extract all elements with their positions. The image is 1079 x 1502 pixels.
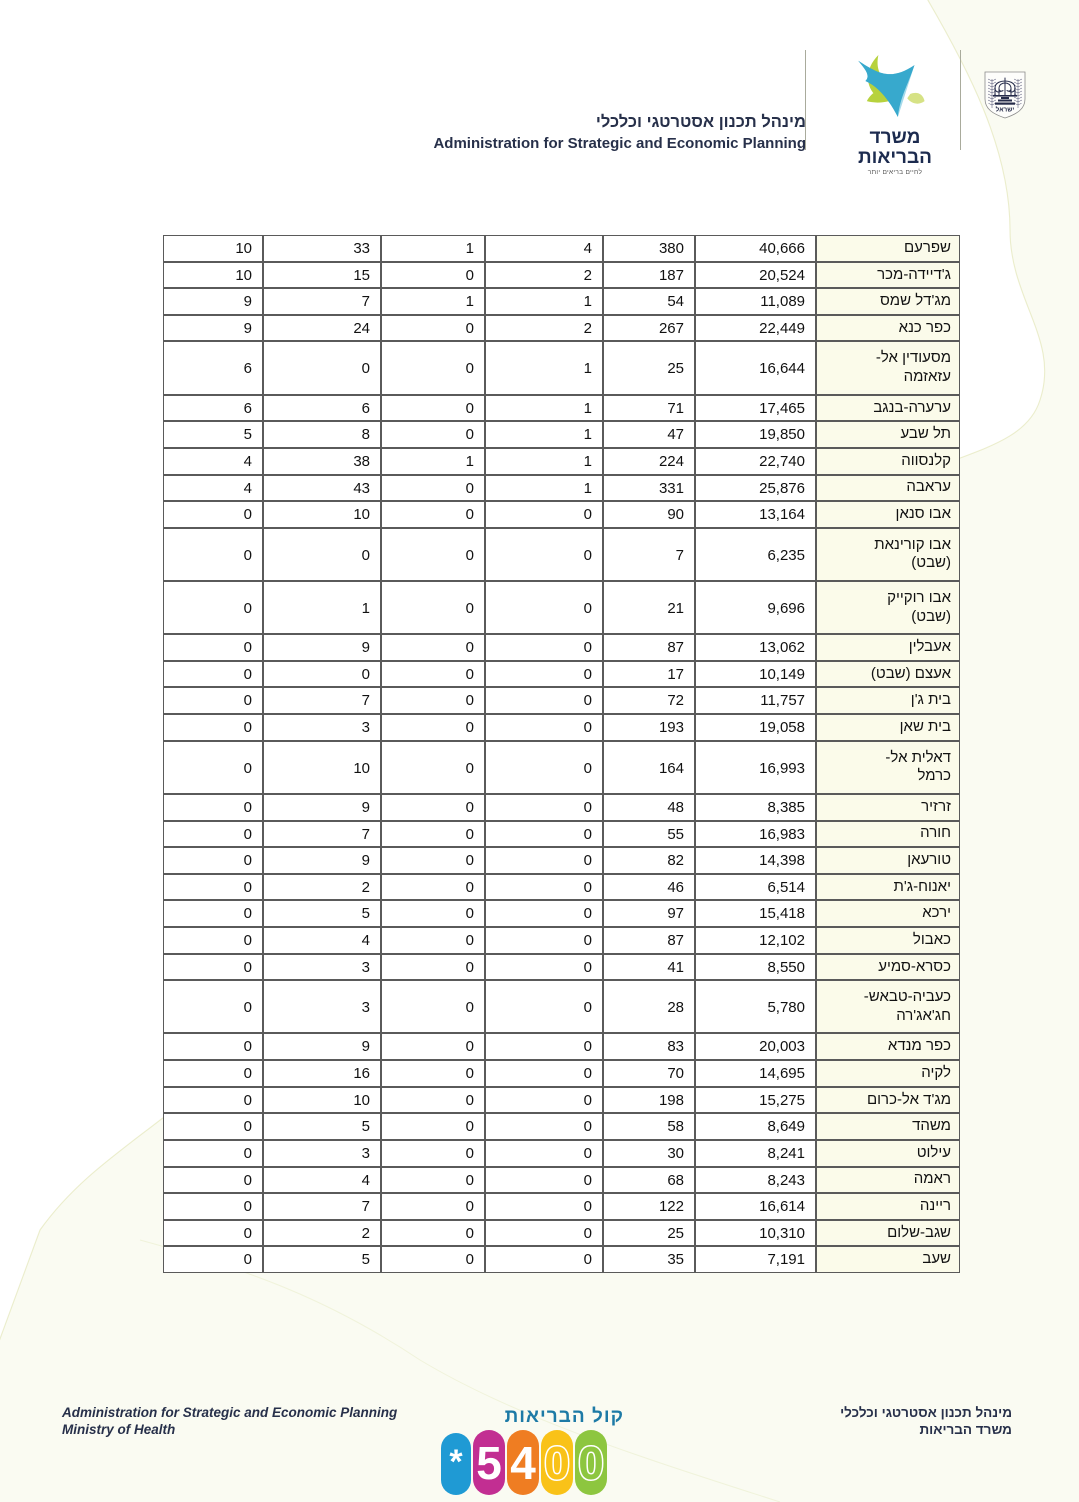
svg-text:קול הבריאות: קול הבריאות bbox=[505, 1406, 624, 1427]
svg-text:5: 5 bbox=[476, 1437, 502, 1489]
svg-text:0: 0 bbox=[544, 1437, 570, 1489]
svg-text:*: * bbox=[449, 1443, 463, 1481]
svg-text:4: 4 bbox=[510, 1437, 536, 1489]
svg-text:0: 0 bbox=[578, 1437, 604, 1489]
